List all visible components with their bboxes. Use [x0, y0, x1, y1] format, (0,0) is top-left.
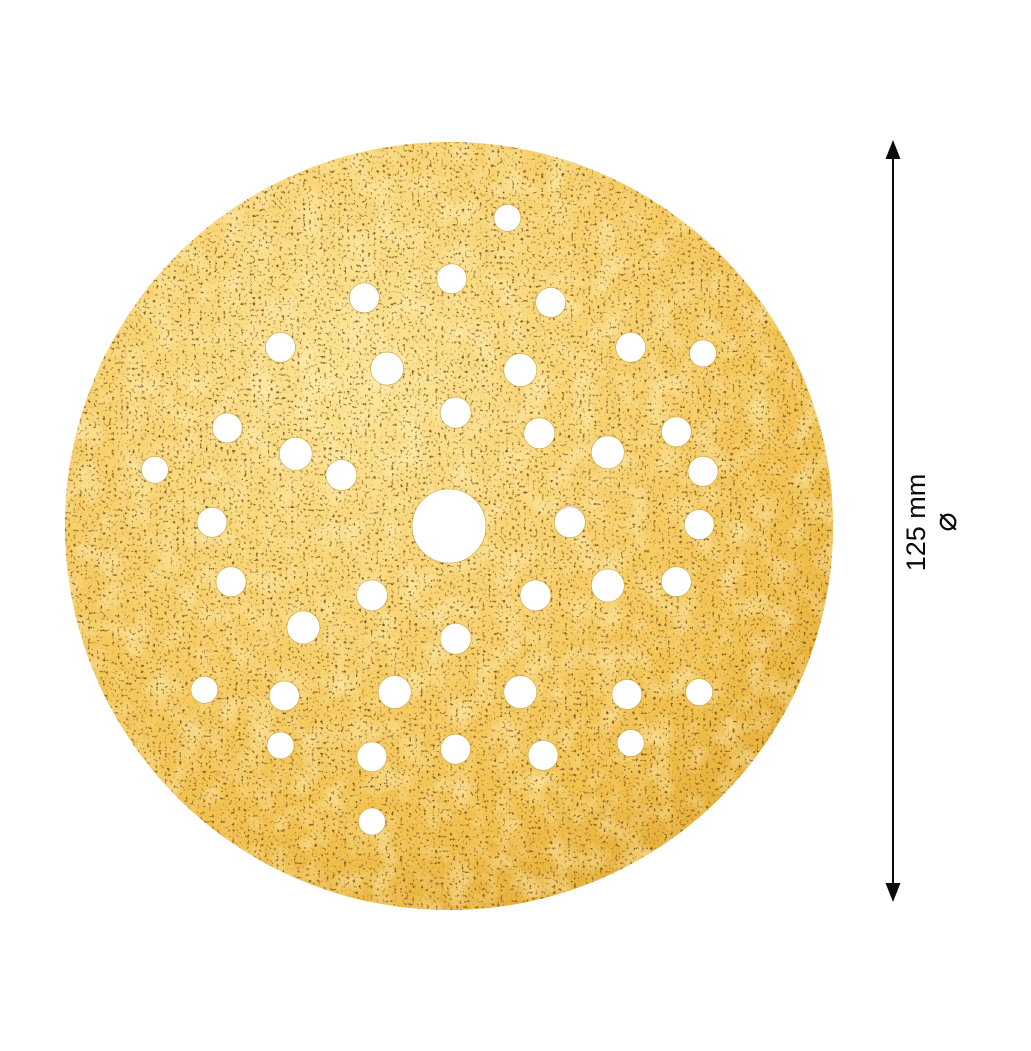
svg-text:⌀: ⌀ [927, 512, 963, 531]
